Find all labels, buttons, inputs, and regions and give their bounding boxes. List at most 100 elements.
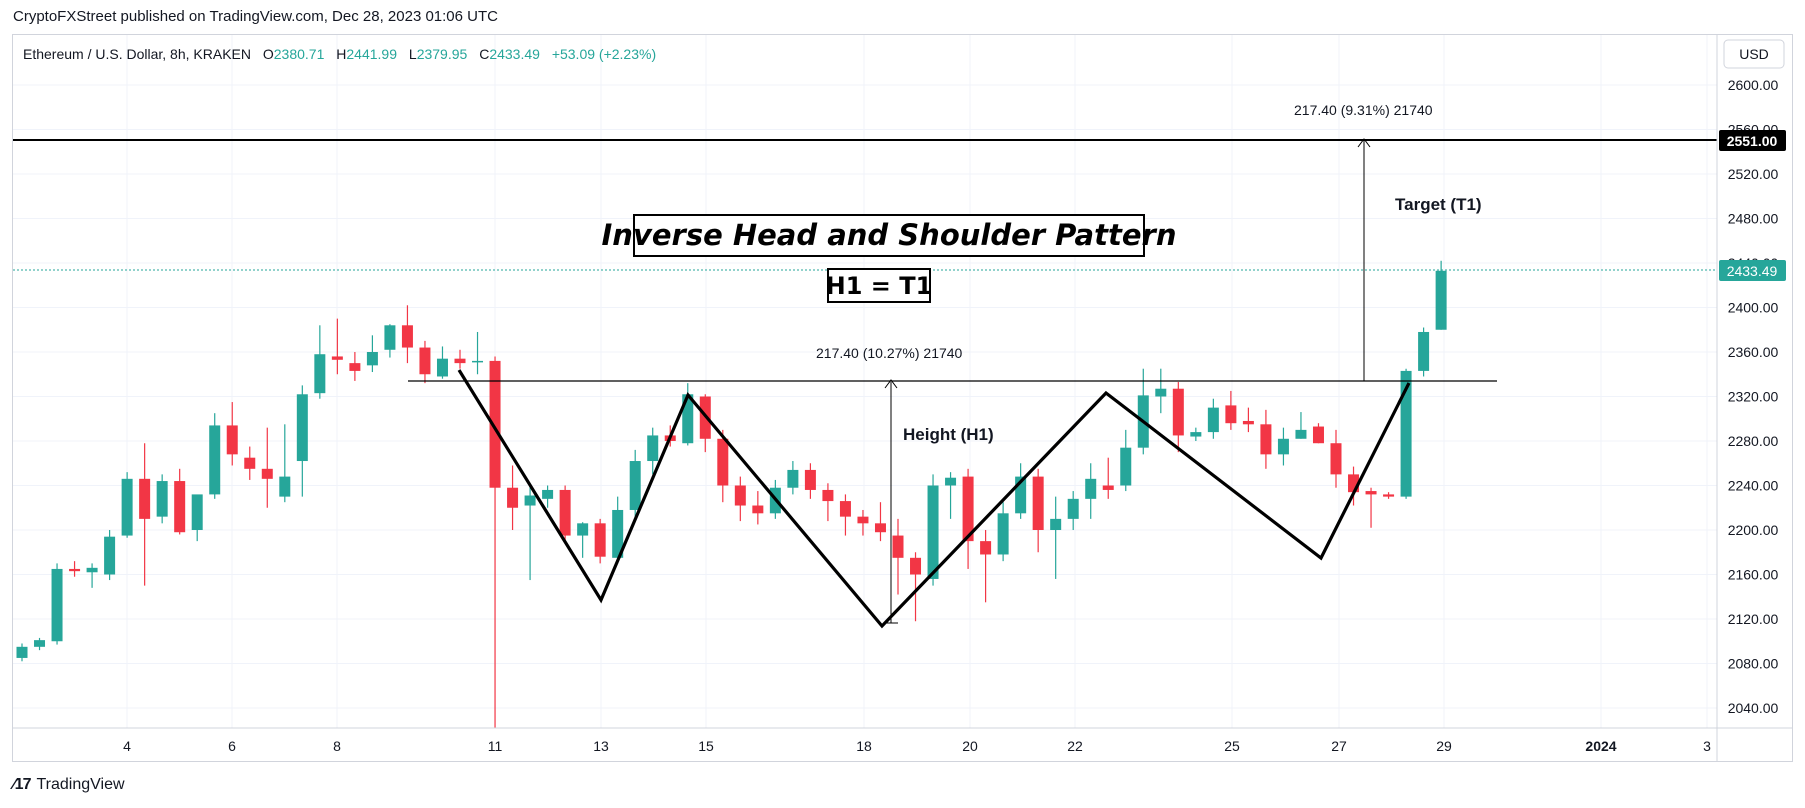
candle: [945, 472, 957, 519]
candle: [787, 461, 799, 495]
candle: [384, 324, 396, 358]
candle-body: [16, 646, 28, 658]
candle: [489, 356, 501, 729]
candle: [629, 449, 641, 517]
candle-body: [34, 640, 46, 647]
candle-body: [69, 568, 81, 572]
x-tick-label: 13: [593, 738, 609, 754]
tradingview-logo-icon: ⁄17: [13, 776, 31, 793]
candle: [857, 509, 869, 536]
candle: [1312, 423, 1324, 444]
candle: [1172, 382, 1184, 453]
legend-close: 2433.49: [489, 46, 540, 62]
candle-body: [612, 509, 624, 558]
candle-body: [1085, 478, 1097, 499]
legend-open: 2380.71: [274, 46, 325, 62]
time-axis[interactable]: 4 6 8 11 13 15 18 20 22 25 27 29 2024 3: [12, 727, 1793, 754]
candle: [1207, 398, 1219, 439]
candle: [1067, 491, 1079, 530]
candle-body: [1015, 476, 1027, 514]
y-tick-label: 2200.00: [1728, 522, 1779, 538]
candle-body: [927, 485, 939, 579]
candle: [156, 474, 168, 524]
candle: [524, 485, 536, 581]
candle-body: [717, 438, 729, 486]
candle-layer: [16, 260, 1447, 729]
candle-body: [331, 356, 343, 360]
title-box[interactable]: [633, 214, 1145, 257]
candle-body: [51, 568, 63, 642]
candle: [16, 643, 28, 662]
candle: [1225, 390, 1237, 430]
candle: [980, 530, 992, 603]
y-tick-label: 2120.00: [1728, 611, 1779, 627]
x-tick-label: 8: [333, 738, 341, 754]
candle-body: [489, 360, 501, 488]
candle: [612, 496, 624, 564]
candle-body: [314, 354, 326, 394]
x-tick-label: 4: [123, 738, 131, 754]
legend-symbol: Ethereum / U.S. Dollar, 8h, KRAKEN: [23, 46, 251, 62]
candle: [331, 318, 343, 375]
candle: [244, 446, 256, 480]
candle-body: [559, 489, 571, 536]
measure-h1-label: 217.40 (10.27%) 21740: [816, 345, 963, 361]
price-axis[interactable]: 2040.00 2080.00 2120.00 2160.00 2200.00 2240.…: [1716, 35, 1779, 762]
candle-body: [980, 541, 992, 555]
candle-body: [1295, 429, 1307, 439]
x-tick-label: 29: [1436, 738, 1452, 754]
candle-body: [279, 476, 291, 497]
candle: [594, 518, 606, 564]
candle: [892, 518, 904, 595]
candle-body: [997, 513, 1009, 555]
candle-body: [752, 505, 764, 514]
current-price-text: 2433.49: [1727, 263, 1778, 279]
candle-body: [366, 352, 378, 366]
candle: [1155, 368, 1167, 414]
candle: [1050, 496, 1062, 579]
candle-body: [507, 487, 519, 508]
x-tick-label: 11: [488, 738, 503, 754]
target-label: Target (T1): [1395, 195, 1482, 214]
candle-body: [139, 478, 151, 519]
chart-frame[interactable]: [12, 34, 1793, 762]
pattern-title: Inverse Head and Shoulder Pattern: [602, 218, 1177, 252]
equation-text: H1 = T1: [826, 272, 933, 300]
candle: [1085, 463, 1097, 519]
equation-box[interactable]: [827, 268, 931, 303]
candle-body: [822, 489, 834, 502]
candle: [822, 483, 834, 522]
y-tick-label: 2240.00: [1728, 478, 1779, 494]
candle-body: [910, 557, 922, 575]
candle: [1348, 466, 1360, 506]
y-tick-label: 2400.00: [1728, 300, 1779, 316]
x-tick-label: 20: [962, 738, 978, 754]
candle-body: [629, 461, 641, 510]
candle: [226, 402, 238, 466]
candle: [419, 340, 431, 384]
candle-body: [209, 425, 221, 495]
legend-low: 2379.95: [417, 46, 468, 62]
candle-body: [1312, 426, 1324, 444]
candle: [349, 352, 361, 381]
candle: [804, 463, 816, 499]
y-tick-label: 2360.00: [1728, 344, 1779, 360]
candle: [51, 563, 63, 645]
brand[interactable]: ⁄17 TradingView: [13, 776, 125, 794]
pattern-zigzag[interactable]: [457, 369, 1411, 629]
y-tick-label: 2320.00: [1728, 389, 1779, 405]
candle: [86, 563, 98, 588]
candle: [577, 522, 589, 558]
candle: [752, 491, 764, 525]
y-tick-label: 2480.00: [1728, 211, 1779, 227]
candle: [717, 429, 729, 503]
y-tick-label: 2600.00: [1728, 77, 1779, 93]
candle: [997, 502, 1009, 562]
candle-body: [857, 516, 869, 524]
candle: [261, 427, 273, 508]
candle: [1120, 429, 1132, 492]
ohlc-legend: Ethereum / U.S. Dollar, 8h, KRAKEN O2380…: [23, 46, 656, 62]
candle: [699, 394, 711, 453]
currency-button[interactable]: [1723, 39, 1785, 69]
